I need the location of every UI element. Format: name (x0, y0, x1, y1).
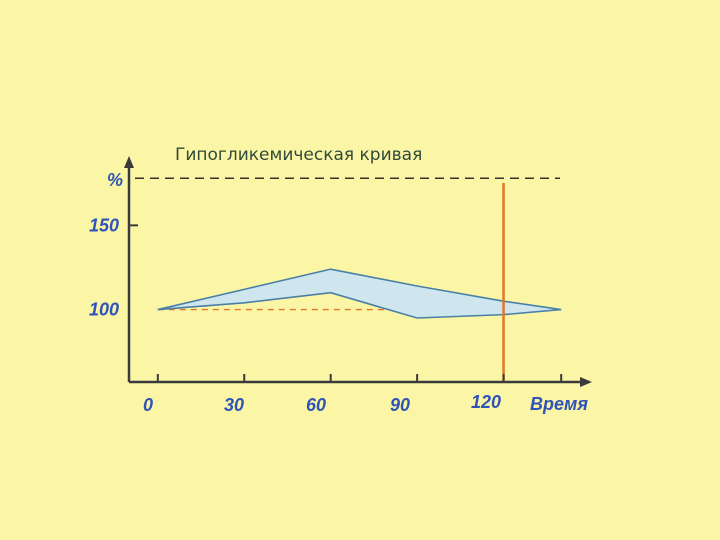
y-tick-label: 150 (89, 215, 119, 235)
axis-labels: 0 30 60 90 120 Время 100 150% (89, 170, 588, 415)
x-tick-label: 90 (390, 395, 410, 415)
plot-area (135, 177, 562, 380)
x-tick-label: 30 (224, 395, 244, 415)
curve-band-fill (157, 269, 562, 318)
chart-title: Гипогликемическая кривая (175, 145, 422, 165)
x-axis-label: Время (530, 394, 588, 414)
x-tick-label: 0 (143, 395, 153, 415)
y-axis-label: % (107, 170, 123, 190)
x-tick-label: 120 (471, 392, 501, 412)
lower-curve-line (157, 291, 562, 319)
y-tick-label: 100 (89, 300, 119, 320)
x-axis-arrow (580, 377, 592, 387)
x-tick-label: 60 (306, 395, 326, 415)
y-axis-arrow (124, 156, 134, 168)
upper-curve-line (157, 268, 562, 311)
axes (124, 156, 592, 387)
